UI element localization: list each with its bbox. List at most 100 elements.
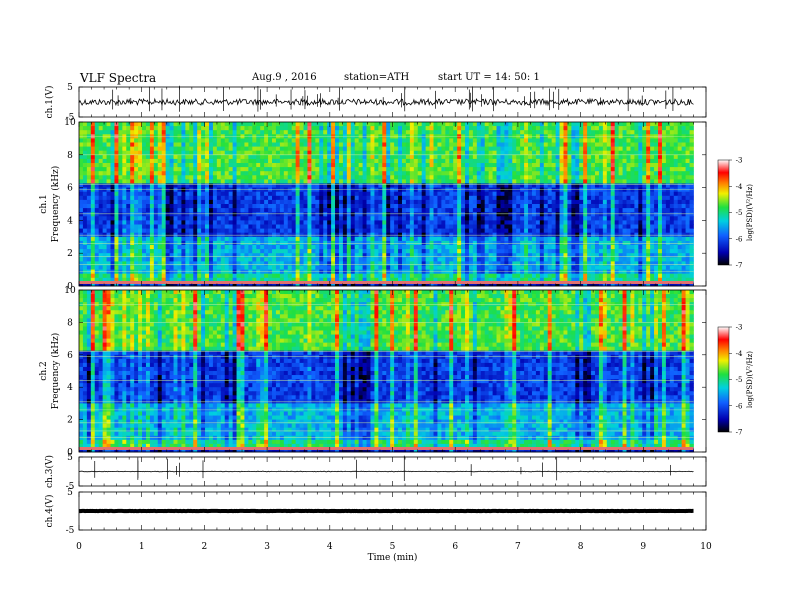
spectrogram-cell	[441, 158, 446, 164]
spectrogram-cell	[559, 146, 564, 152]
spectrogram-cell	[681, 236, 686, 242]
spectrogram-cell	[413, 220, 419, 225]
spectrogram-cell	[303, 208, 308, 213]
spectrogram-cell	[575, 220, 580, 225]
spectrogram-cell	[354, 212, 360, 217]
spectrogram-cell	[661, 187, 667, 193]
spectrogram-cell	[496, 122, 501, 127]
spectrogram-cell	[587, 175, 592, 180]
spectrogram-cell	[189, 179, 194, 184]
spectrogram-cell	[126, 146, 131, 152]
spectrogram-cell	[689, 195, 694, 201]
spectrogram-cell	[94, 208, 100, 213]
spectrogram-cell	[138, 224, 143, 229]
spectrogram-cell	[634, 179, 639, 184]
spectrogram-cell	[587, 204, 592, 209]
spectrogram-cell	[669, 220, 675, 225]
spectrogram-cell	[531, 216, 537, 221]
spectrogram-cell	[378, 126, 383, 131]
spectrogram-cell	[275, 183, 281, 188]
spectrogram-cell	[169, 191, 174, 197]
spectrogram-cell	[465, 146, 470, 152]
spectrogram-cell	[173, 154, 178, 160]
spectrogram-cell	[658, 146, 663, 152]
spectrogram-cell	[370, 216, 375, 221]
spectrogram-cell	[236, 183, 241, 188]
spectrogram-cell	[275, 195, 281, 201]
spectrogram-cell	[488, 150, 493, 156]
spectrogram-cell	[279, 249, 285, 254]
spectrogram-cell	[307, 199, 312, 205]
spectrogram-cell	[547, 195, 553, 201]
spectrogram-cell	[689, 204, 694, 209]
spectrogram-cell	[531, 167, 537, 172]
spectrogram-cell	[197, 171, 202, 176]
spectrogram-cell	[232, 126, 237, 131]
spectrogram-cell	[244, 195, 249, 201]
spectrogram-cell	[421, 163, 427, 168]
spectrogram-cell	[547, 130, 553, 135]
spectrogram-cell	[571, 158, 576, 164]
spectrogram-cell	[161, 228, 167, 234]
spectrogram-cell	[457, 179, 462, 184]
spectrogram-cell	[350, 171, 356, 176]
spectrogram-cell	[378, 204, 383, 209]
spectrogram-cell	[681, 154, 686, 160]
spectrogram-cell	[342, 175, 348, 180]
spectrogram-cell	[480, 163, 486, 168]
spectrogram-cell	[453, 245, 458, 250]
spectrogram-cell	[177, 187, 182, 193]
spectrogram-cell	[201, 216, 206, 221]
spectrogram-cell	[661, 195, 667, 201]
spectrogram-cell	[177, 204, 182, 209]
spectrogram-cell	[126, 220, 131, 225]
spectrogram-cell	[401, 122, 407, 127]
spectrogram-cell	[134, 158, 139, 164]
spectrogram-cell	[145, 236, 151, 242]
spectrogram-cell	[193, 183, 198, 188]
spectrogram-cell	[212, 187, 218, 193]
spectrogram-cell	[138, 216, 143, 221]
spectrogram-cell	[528, 175, 533, 180]
spectrogram-cell	[362, 249, 367, 254]
spectrogram-cell	[421, 150, 427, 156]
spectrogram-cell	[94, 138, 100, 143]
spectrogram-cell	[488, 224, 493, 229]
spectrogram-cell	[437, 204, 442, 209]
spectrogram-cell	[260, 204, 265, 209]
spectrogram-cell	[508, 220, 513, 225]
spectrogram-cell	[583, 179, 588, 184]
spectrogram-cell	[82, 179, 88, 184]
spectrogram-cell	[661, 167, 667, 172]
spectrogram-cell	[232, 191, 237, 197]
spectrogram-cell	[583, 122, 588, 127]
spectrogram-cell	[118, 179, 123, 184]
spectrogram-cell	[212, 158, 218, 164]
spectrogram-cell	[185, 154, 190, 160]
spectrogram-cell	[425, 142, 430, 147]
spectrogram-cell	[382, 228, 387, 234]
spectrogram-cell	[106, 126, 111, 131]
spectrogram-cell	[417, 208, 423, 213]
spectrogram-cell	[492, 179, 497, 184]
spectrogram-cell	[524, 245, 529, 250]
spectrogram-cell	[681, 208, 686, 213]
spectrogram-cell	[539, 183, 545, 188]
spectrogram-cell	[551, 130, 556, 135]
spectrogram-cell	[461, 130, 466, 135]
spectrogram-cell	[138, 171, 143, 176]
spectrogram-cell	[145, 199, 151, 205]
spectrogram-cell	[201, 158, 206, 164]
spectrogram-cell	[161, 150, 167, 156]
spectrogram-cell	[279, 216, 285, 221]
spectrogram-cell	[571, 163, 576, 168]
spectrogram-cell	[303, 154, 308, 160]
spectrogram-cell	[138, 175, 143, 180]
spectrogram-cell	[654, 183, 659, 188]
spectrogram-cell	[220, 199, 226, 205]
spectrogram-cell	[283, 183, 289, 188]
spectrogram-cell	[555, 216, 560, 221]
spectrogram-cell	[626, 179, 631, 184]
spectrogram-cell	[598, 158, 604, 164]
spectrogram-cell	[370, 199, 375, 205]
